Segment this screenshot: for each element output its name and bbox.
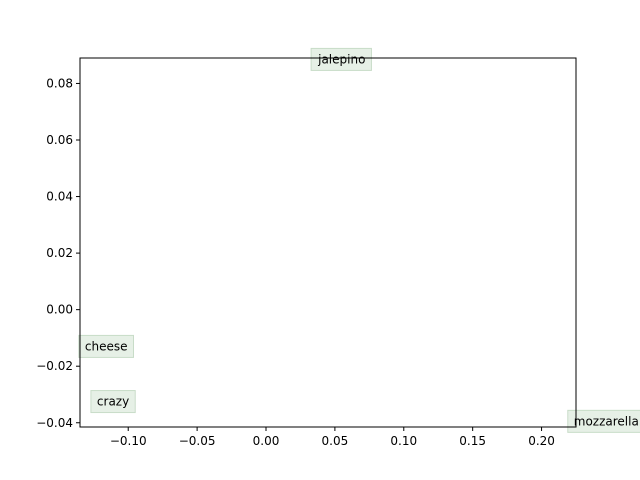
label-box [310, 47, 372, 71]
point-labels: jalepino cheese crazy mozzarella [78, 47, 640, 433]
label-box [567, 409, 640, 433]
point-label-text: cheese [85, 339, 128, 353]
x-tick-label: 0.10 [390, 434, 417, 448]
y-tick-label: 0.04 [46, 190, 73, 204]
x-tick-label: −0.05 [179, 434, 216, 448]
y-tick-label: 0.08 [46, 76, 73, 90]
y-tick-label: 0.02 [46, 246, 73, 260]
point-label-text: jalepino [317, 52, 365, 66]
point-label-cheese: cheese [78, 334, 134, 358]
y-tick-label: 0.00 [46, 303, 73, 317]
plot-area-frame [79, 57, 577, 428]
point-label-text: crazy [97, 395, 129, 409]
label-box [90, 390, 136, 414]
y-axis-ticks: −0.04 −0.02 0.00 0.02 0.04 0.06 0.08 [36, 76, 80, 430]
point-label-text: mozzarella [574, 414, 639, 428]
x-tick-label: 0.00 [253, 434, 280, 448]
label-box [78, 334, 134, 358]
y-tick-label: −0.04 [36, 416, 73, 430]
y-tick-label: 0.06 [46, 133, 73, 147]
x-tick-label: 0.20 [528, 434, 555, 448]
point-label-mozzarella: mozzarella [567, 409, 640, 433]
x-tick-label: 0.05 [322, 434, 349, 448]
x-tick-label: −0.10 [110, 434, 147, 448]
y-tick-label: −0.02 [36, 359, 73, 373]
point-label-jalepino: jalepino [310, 47, 372, 71]
point-label-crazy: crazy [90, 390, 136, 414]
x-axis-ticks: −0.10 −0.05 0.00 0.05 0.10 0.15 0.20 [110, 427, 555, 448]
x-tick-label: 0.15 [459, 434, 486, 448]
